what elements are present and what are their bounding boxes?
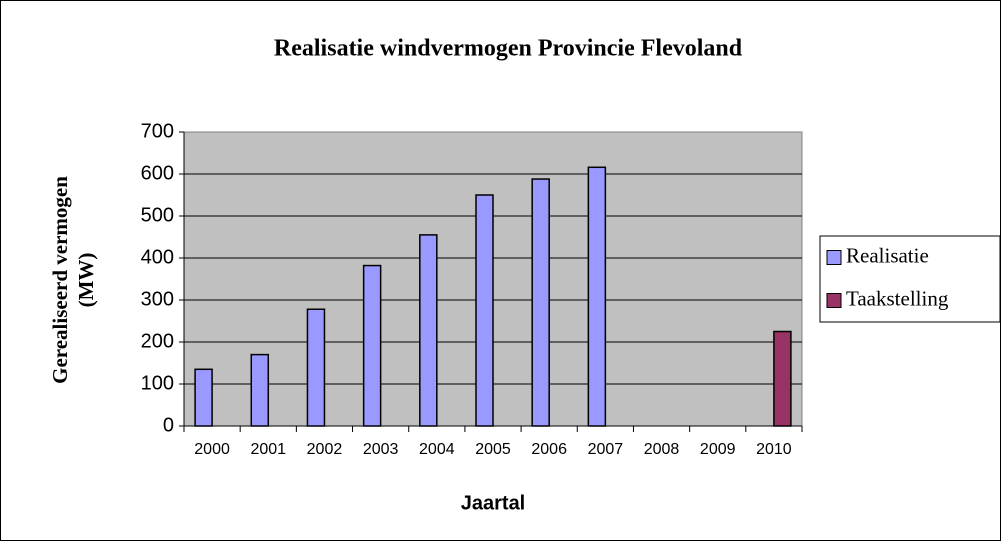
x-tick-label: 2005 <box>475 441 511 458</box>
y-tick-label: 400 <box>141 246 174 268</box>
bar <box>194 368 213 427</box>
y-tick-label: 0 <box>163 414 174 436</box>
x-tick-label: 2010 <box>756 441 792 458</box>
y-tick-label: 200 <box>141 330 174 352</box>
bar <box>306 308 326 427</box>
bar <box>587 166 607 427</box>
bar <box>773 330 792 427</box>
x-tick-label: 2006 <box>531 441 567 458</box>
legend-box <box>819 235 1001 323</box>
x-tick-label: 2002 <box>307 441 343 458</box>
x-tick-label: 2001 <box>250 441 286 458</box>
bar <box>250 353 270 427</box>
x-tick-label: 2004 <box>419 441 455 458</box>
y-axis-label: Gerealiseerd vermogen <box>48 176 72 384</box>
x-axis-label: Jaartal <box>461 492 526 514</box>
legend-label: Taakstelling <box>846 286 949 310</box>
bar <box>475 194 494 427</box>
legend-swatch <box>826 293 842 308</box>
bar <box>362 264 382 427</box>
y-tick-label: 700 <box>141 120 174 142</box>
y-axis-label: (MW) <box>74 253 98 308</box>
x-tick-label: 2008 <box>644 441 680 458</box>
y-tick-label: 100 <box>141 372 174 394</box>
legend-swatch <box>826 250 842 265</box>
y-tick-label: 300 <box>141 288 174 310</box>
legend-label: Realisatie <box>846 243 929 267</box>
bar <box>419 234 438 427</box>
x-tick-label: 2009 <box>700 441 736 458</box>
x-tick-label: 2000 <box>194 441 230 458</box>
y-tick-label: 500 <box>141 204 174 226</box>
x-tick-label: 2007 <box>588 441 624 458</box>
bar <box>531 178 550 427</box>
chart-title: Realisatie windvermogen Provincie Flevol… <box>274 36 743 62</box>
x-tick-label: 2003 <box>363 441 399 458</box>
y-tick-label: 600 <box>141 162 174 184</box>
